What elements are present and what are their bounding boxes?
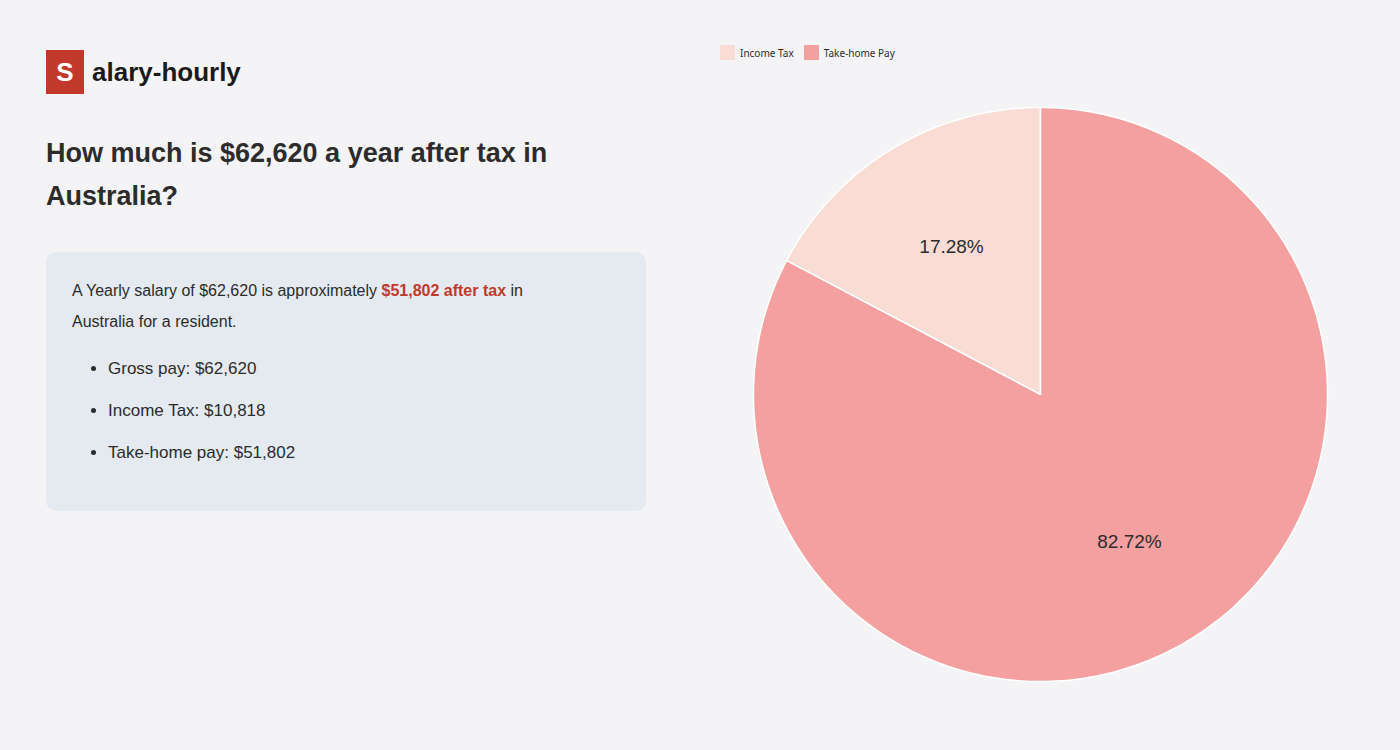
html-text:A Yearly salary of $62,620 is: A Yearly salary of $62,620 is approximat… (72, 282, 523, 300)
html-text:Income Tax: Income Tax (740, 45, 794, 60)
html-text:Gross pay: $62,620: Gross pay: $62,620 (108, 359, 257, 379)
svg-text:17.28%: 17.28% (919, 236, 984, 257)
html-text:How much is $62,620 a year aft: How much is $62,620 a year after tax in (46, 138, 548, 168)
html-text:S: S (56, 56, 74, 87)
html-text:Take-home Pay: Take-home Pay (823, 45, 895, 60)
html-text:Income Tax: $10,818: Income Tax: $10,818 (108, 401, 266, 421)
html-text:alary-hourly: alary-hourly (92, 56, 241, 87)
html-text:Australia?: Australia? (46, 181, 178, 212)
html-text:Take-home pay: $51,802: Take-home pay: $51,802 (108, 443, 296, 463)
html-text:Australia for a resident.: Australia for a resident. (72, 312, 237, 330)
svg-text:82.72%: 82.72% (1097, 531, 1162, 552)
